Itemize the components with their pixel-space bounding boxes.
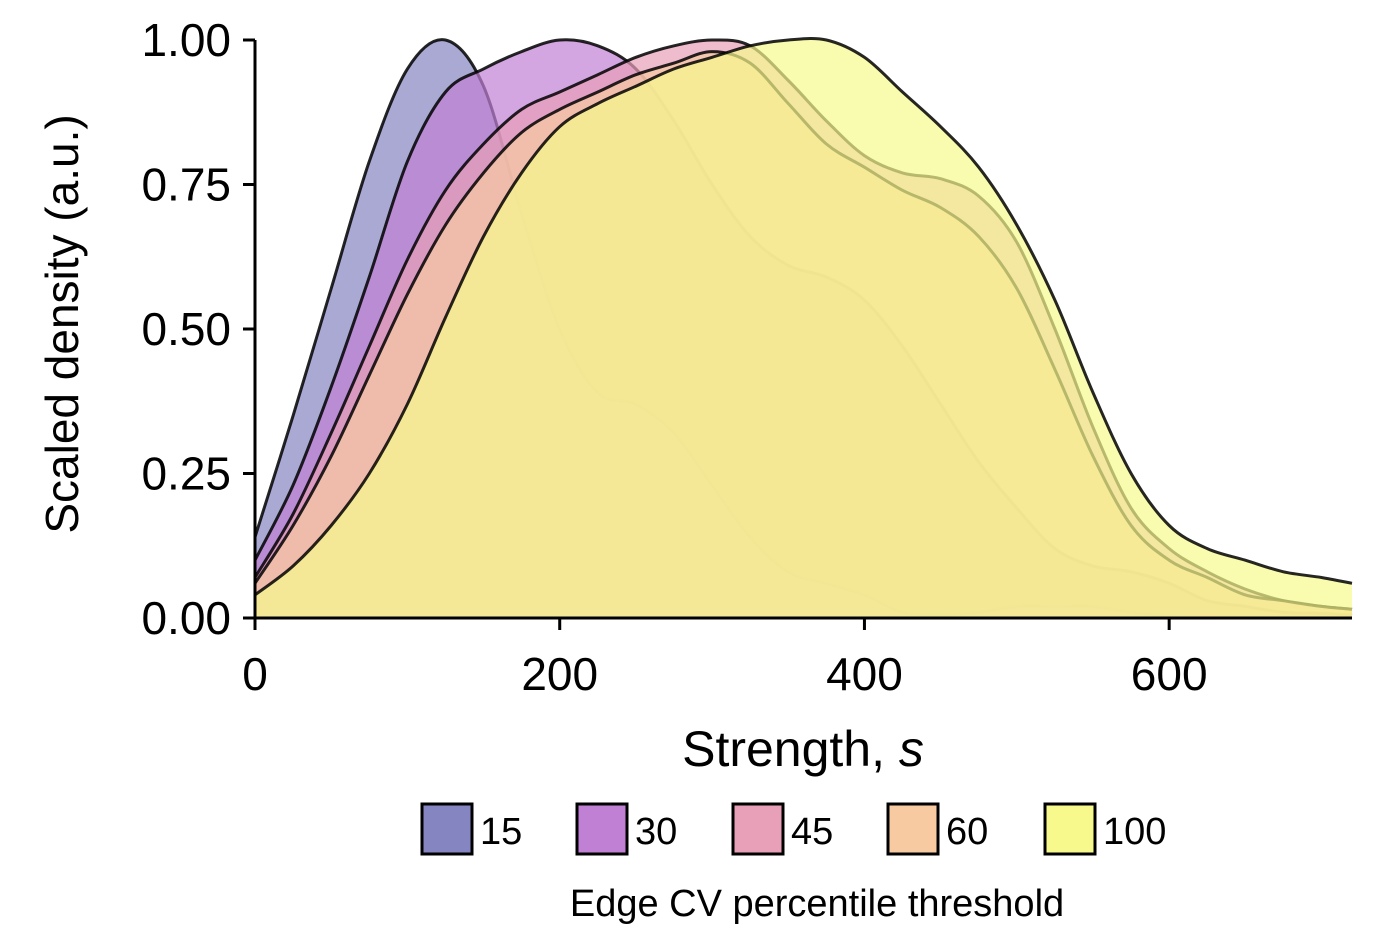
area-outline-100 — [254, 36, 1353, 597]
legend-label-15: 15 — [480, 811, 522, 853]
legend-label-30: 30 — [635, 811, 677, 853]
x-tick-label: 0 — [242, 648, 268, 700]
x-axis-label-italic: s — [899, 721, 924, 777]
legend-title: Edge CV percentile threshold — [570, 883, 1064, 925]
x-tick-label: 400 — [826, 648, 903, 700]
legend-swatch-45 — [731, 802, 785, 856]
plot-areas — [253, 36, 1353, 620]
legend: 15 30 45 60 100 — [420, 802, 1166, 856]
legend-swatch-100 — [1043, 802, 1097, 856]
y-axis-label: Scaled density (a.u.) — [36, 114, 88, 533]
legend-label-60: 60 — [946, 811, 988, 853]
y-tick-label: 1.00 — [141, 14, 231, 66]
x-axis-label: Strength, s — [682, 721, 924, 777]
legend-swatch-15 — [420, 802, 474, 856]
y-tick-label: 0.50 — [141, 303, 231, 355]
y-tick-label: 0.75 — [141, 159, 231, 211]
x-tick-label: 200 — [521, 648, 598, 700]
area-fill-100 — [255, 38, 1352, 618]
x-axis-label-text: Strength, — [682, 721, 899, 777]
x-ticks: 0 200 400 600 — [242, 618, 1208, 700]
legend-swatch-60 — [886, 802, 940, 856]
y-ticks: 0.00 0.25 0.50 0.75 1.00 — [141, 14, 255, 644]
legend-swatch-30 — [575, 802, 629, 856]
y-tick-label: 0.25 — [141, 448, 231, 500]
y-tick-label: 0.00 — [141, 592, 231, 644]
legend-label-100: 100 — [1103, 811, 1166, 853]
x-tick-label: 600 — [1131, 648, 1208, 700]
legend-label-45: 45 — [791, 811, 833, 853]
